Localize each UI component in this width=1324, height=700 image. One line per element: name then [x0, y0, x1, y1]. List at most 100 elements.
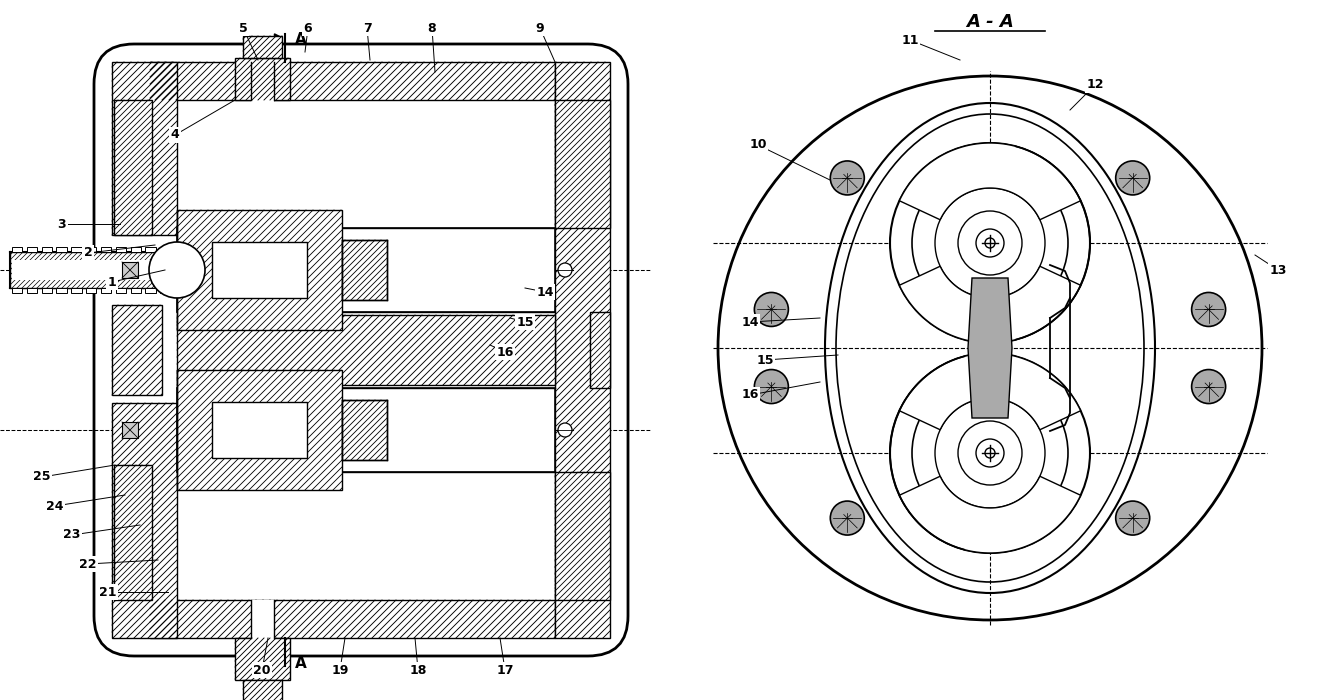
Text: 1: 1 [107, 276, 117, 288]
Bar [26, 247, 37, 252]
Circle shape [985, 238, 996, 248]
Circle shape [755, 293, 788, 326]
Bar [244, 680, 282, 700]
Bar [234, 638, 290, 680]
Bar [41, 247, 52, 252]
Bar [122, 422, 138, 438]
Bar [115, 247, 126, 252]
Bar [71, 247, 82, 252]
Circle shape [935, 398, 1045, 508]
Bar [234, 58, 290, 100]
Circle shape [976, 229, 1004, 257]
Ellipse shape [835, 114, 1144, 582]
Bar [115, 288, 126, 293]
Bar [131, 288, 140, 293]
Circle shape [150, 242, 205, 298]
Bar [113, 403, 177, 638]
Text: 22: 22 [79, 557, 97, 570]
Circle shape [985, 448, 996, 458]
Bar [555, 62, 610, 638]
Polygon shape [899, 266, 1080, 343]
Bar [12, 288, 23, 293]
Text: 20: 20 [253, 664, 270, 676]
Bar [146, 288, 156, 293]
Bar [113, 62, 177, 235]
Ellipse shape [825, 103, 1155, 593]
Bar [555, 472, 610, 600]
Bar [150, 600, 555, 638]
Bar [41, 288, 52, 293]
Text: 17: 17 [496, 664, 514, 676]
Text: 11: 11 [902, 34, 919, 46]
Circle shape [912, 375, 1068, 531]
Polygon shape [899, 353, 1080, 430]
Bar [555, 100, 610, 228]
Bar [114, 465, 152, 600]
Text: 18: 18 [409, 664, 426, 676]
Circle shape [830, 501, 865, 535]
Circle shape [557, 263, 572, 277]
Bar [252, 60, 274, 102]
Text: 3: 3 [58, 218, 66, 230]
Text: 5: 5 [238, 22, 248, 34]
Bar [57, 247, 66, 252]
Circle shape [718, 76, 1262, 620]
Bar [342, 240, 387, 300]
Circle shape [1116, 161, 1149, 195]
Circle shape [959, 211, 1022, 275]
Bar [11, 252, 177, 288]
Text: 13: 13 [1270, 263, 1287, 276]
Bar [114, 100, 152, 235]
Bar [86, 247, 97, 252]
Circle shape [976, 439, 1004, 467]
Bar [160, 247, 171, 252]
Circle shape [935, 188, 1045, 298]
Bar [101, 288, 111, 293]
Circle shape [557, 423, 572, 437]
Bar [113, 305, 162, 395]
Text: 19: 19 [331, 664, 348, 676]
Text: 24: 24 [46, 500, 64, 512]
Text: A: A [295, 32, 307, 48]
Bar [177, 370, 342, 490]
Text: 7: 7 [363, 22, 371, 34]
Bar [244, 36, 282, 58]
Polygon shape [968, 278, 1012, 418]
Bar [177, 228, 555, 312]
Bar [177, 388, 555, 472]
Text: 16: 16 [741, 389, 759, 402]
Circle shape [830, 161, 865, 195]
Bar [101, 247, 111, 252]
Bar [212, 242, 307, 298]
Text: А - А: А - А [967, 13, 1014, 31]
Bar [160, 288, 171, 293]
Circle shape [890, 353, 1090, 553]
Bar [212, 402, 307, 458]
Bar [57, 288, 66, 293]
Text: 25: 25 [33, 470, 50, 484]
Text: 2: 2 [83, 246, 93, 260]
Bar [591, 312, 610, 388]
Text: 10: 10 [749, 139, 767, 151]
Text: 15: 15 [756, 354, 773, 367]
Polygon shape [899, 143, 1080, 220]
Bar [177, 315, 555, 385]
Bar [12, 260, 175, 280]
Bar [71, 288, 82, 293]
Text: 16: 16 [496, 346, 514, 358]
Circle shape [1192, 370, 1226, 403]
Text: A: A [295, 657, 307, 671]
Circle shape [1192, 293, 1226, 326]
Text: 4: 4 [171, 129, 179, 141]
Text: 14: 14 [536, 286, 553, 298]
Text: 23: 23 [64, 528, 81, 542]
Bar [26, 288, 37, 293]
Bar [146, 247, 156, 252]
Bar [12, 247, 23, 252]
Text: 15: 15 [516, 316, 534, 328]
Text: 12: 12 [1086, 78, 1104, 92]
Bar [150, 62, 555, 100]
Bar [177, 210, 342, 330]
Bar [122, 262, 138, 278]
Circle shape [1116, 501, 1149, 535]
